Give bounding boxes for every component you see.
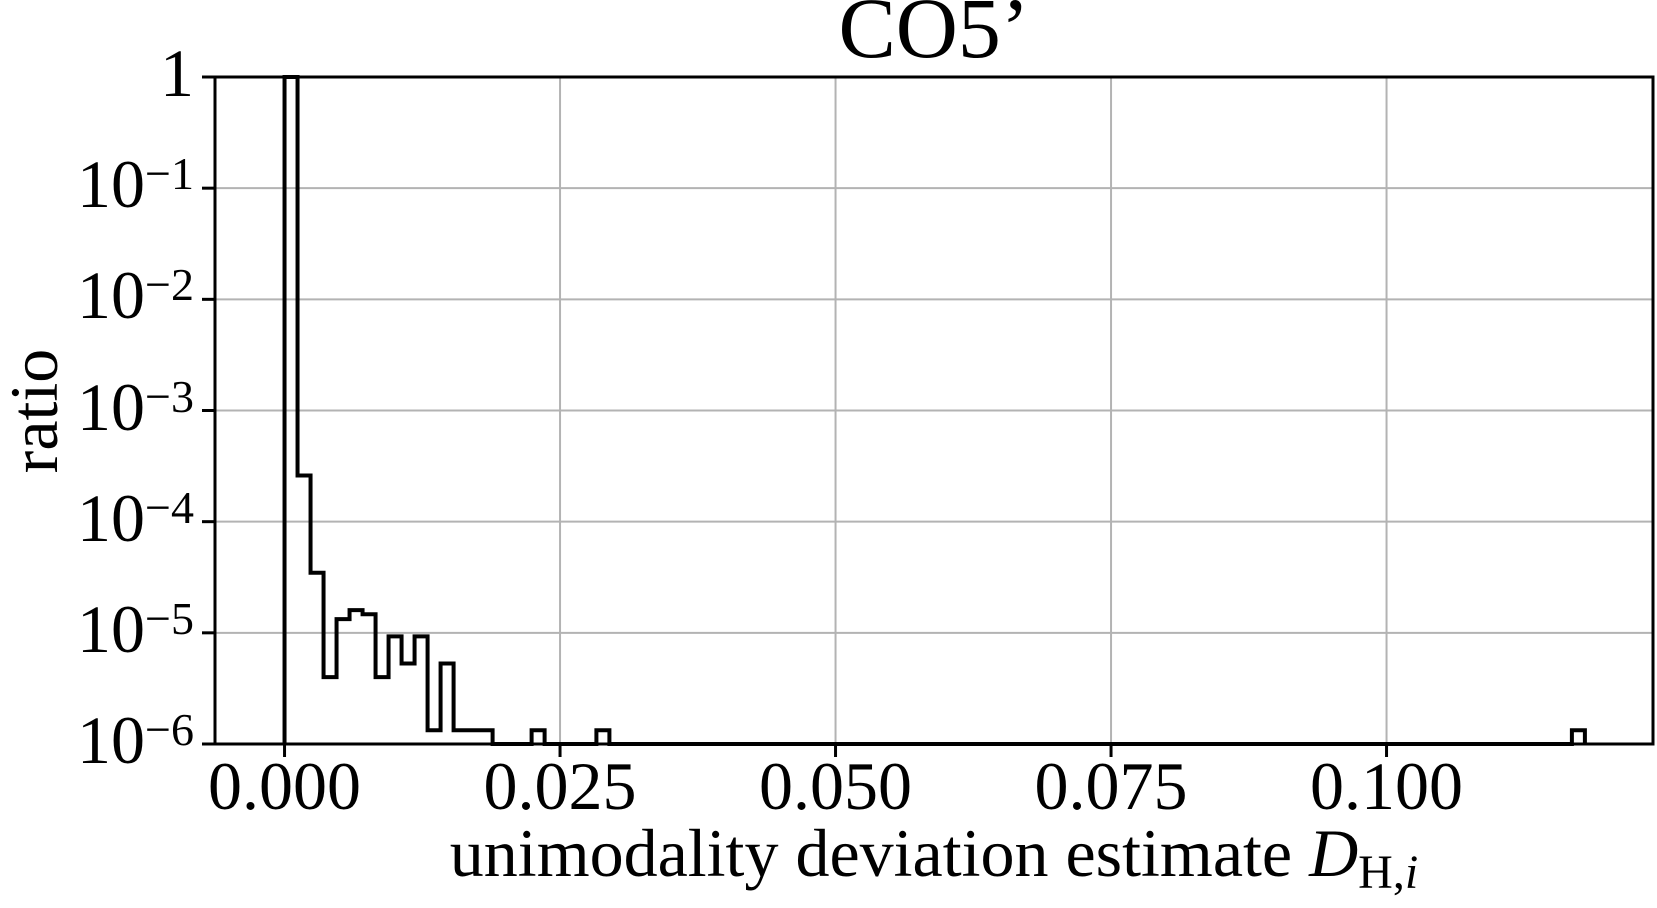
y-tick-label: 10−3: [77, 368, 194, 445]
y-tick-exponent: −4: [145, 481, 194, 533]
y-tick-label: 10−5: [77, 590, 194, 667]
x-axis-label: unimodality deviation estimate DH,i: [450, 819, 1418, 897]
y-tick-exponent: −5: [145, 592, 194, 644]
y-tick-label: 10−2: [77, 257, 194, 334]
x-axis-label-subscript-italic: i: [1404, 846, 1419, 899]
y-tick-label: 10−4: [77, 479, 194, 556]
y-tick-exponent: −1: [145, 148, 194, 200]
x-tick-label: 0.000: [208, 748, 362, 824]
x-axis-label-subscript-roman: H,: [1358, 846, 1405, 899]
x-axis-label-subscript: H,i: [1358, 846, 1418, 899]
histogram-step-line: [282, 75, 1587, 746]
x-axis-label-variable: D: [1309, 815, 1359, 891]
y-tick-exponent: −3: [145, 370, 194, 422]
y-tick-exponent: −6: [145, 704, 194, 755]
y-tick-exponent: −2: [145, 259, 194, 311]
y-tick-label: 10−6: [77, 702, 194, 778]
y-tick-label: 10−1: [77, 146, 194, 223]
x-tick-label: 0.075: [1034, 748, 1188, 824]
x-tick-label: 0.025: [483, 748, 637, 824]
x-tick-label: 0.050: [759, 748, 913, 824]
x-tick-label: 0.100: [1310, 748, 1464, 824]
chart-title: CO5’: [838, 0, 1030, 76]
y-tick-label: 1: [160, 35, 194, 111]
x-axis-label-text: unimodality deviation estimate: [449, 815, 1310, 891]
y-tick-labels: 1 10−1 10−2 10−3 10−4 10−5 10−6: [0, 0, 194, 908]
